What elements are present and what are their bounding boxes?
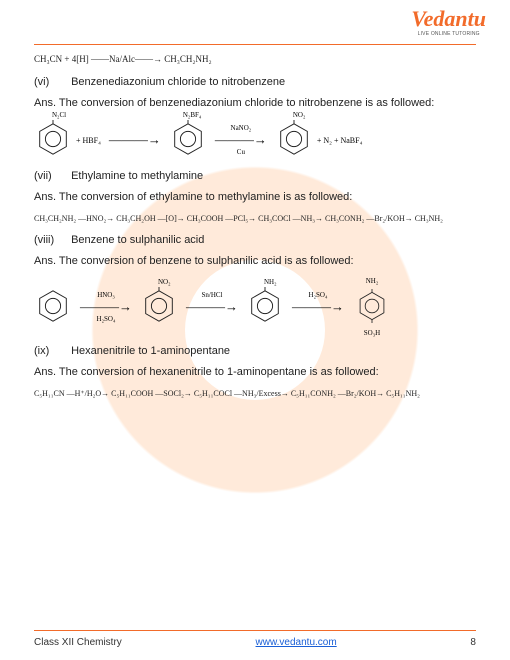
q9-answer: Ans. The conversion of hexanenitrile to … — [34, 363, 476, 382]
nitrobenzene: NO₂ — [140, 287, 178, 327]
q8-scheme: HNO₃ ———→ H₂SO₄ NO₂ Sn/HCl ———→ NH₂ H₂SO… — [34, 279, 476, 335]
q8-num: (viii) — [34, 234, 68, 246]
sulphanilic: NH₂ SO₃H — [352, 279, 392, 335]
q8-answer: Ans. The conversion of benzene to sulpha… — [34, 252, 476, 271]
benzene-ring-3: NO₂ — [275, 120, 313, 160]
q8-title: Benzene to sulphanilic acid — [71, 234, 204, 246]
plus-hbf4: + HBF₄ — [76, 136, 101, 145]
q9-equation: C₅H₁₁CN —H⁺/H₂O→ C₅H₁₁COOH —SOCl₂→ C₅H₁₁… — [34, 388, 476, 399]
q7-title: Ethylamine to methylamine — [71, 170, 203, 182]
q6-tail: + N₂ + NaBF₄ — [317, 136, 363, 145]
q8-label: (viii) Benzene to sulphanilic acid — [34, 234, 476, 246]
benzene-ring-2: N₂BF₄ — [169, 120, 207, 160]
footer-link[interactable]: www.vedantu.com — [256, 637, 337, 648]
grp-n2cl: N₂Cl — [52, 111, 66, 119]
g1: NO₂ — [158, 278, 171, 286]
q6-label: (vi) Benzenediazonium chloride to nitrob… — [34, 76, 476, 88]
page-content: CH₃CN + 4[H] ——Na/Alc——→ CH₃CH₂NH₂ (vi) … — [0, 0, 510, 622]
footer-left: Class XII Chemistry — [34, 637, 122, 648]
top-divider — [34, 44, 476, 45]
footer-page: 8 — [470, 637, 476, 648]
r1-top: HNO₃ — [76, 291, 136, 299]
q6-title: Benzenediazonium chloride to nitrobenzen… — [71, 76, 285, 88]
arrow-snhcl: Sn/HCl ———→ — [182, 299, 242, 315]
benzene-plain — [34, 287, 72, 327]
reagent-nano2: NaNO₂ — [211, 124, 271, 132]
grp-no2: NO₂ — [293, 111, 306, 119]
arrow-2: NaNO₂ ———→ Cu — [211, 132, 271, 148]
benzene-ring-1: N₂Cl — [34, 120, 72, 160]
reagent-cu: Cu — [211, 148, 271, 156]
q9-num: (ix) — [34, 345, 68, 357]
logo-tagline: LIVE ONLINE TUTORING — [411, 31, 486, 37]
q6-num: (vi) — [34, 76, 68, 88]
logo-text: Vedantu — [411, 8, 486, 30]
logo: Vedantu LIVE ONLINE TUTORING — [411, 8, 486, 37]
aniline: NH₂ — [246, 287, 284, 327]
arrow-h2so4: H₂SO₄ ———→ — [288, 299, 348, 315]
r1-bot: H₂SO₄ — [76, 315, 136, 323]
equation-top: CH₃CN + 4[H] ——Na/Alc——→ CH₃CH₂NH₂ — [34, 53, 476, 66]
arrow-1: ———→ — [105, 132, 165, 148]
footer: Class XII Chemistry www.vedantu.com 8 — [0, 624, 510, 660]
q6-answer: Ans. The conversion of benzenediazonium … — [34, 94, 476, 113]
q7-label: (vii) Ethylamine to methylamine — [34, 170, 476, 182]
g3-top: NH₂ — [352, 277, 392, 285]
q9-title: Hexanenitrile to 1-aminopentane — [71, 345, 230, 357]
q6-scheme: N₂Cl + HBF₄ ———→ N₂BF₄ NaNO₂ ———→ Cu NO₂… — [34, 120, 476, 160]
g2: NH₂ — [264, 278, 277, 286]
arrow-hno3: HNO₃ ———→ H₂SO₄ — [76, 299, 136, 315]
q7-num: (vii) — [34, 170, 68, 182]
r3: H₂SO₄ — [288, 291, 348, 299]
footer-row: Class XII Chemistry www.vedantu.com 8 — [34, 637, 476, 648]
q7-answer: Ans. The conversion of ethylamine to met… — [34, 188, 476, 207]
grp-n2bf4: N₂BF₄ — [183, 111, 202, 119]
q9-label: (ix) Hexanenitrile to 1-aminopentane — [34, 345, 476, 357]
g3-bot: SO₃H — [352, 329, 392, 337]
footer-divider — [34, 630, 476, 631]
r2: Sn/HCl — [182, 291, 242, 299]
q7-equation: CH₃CH₂NH₂ —HNO₂→ CH₃CH₂OH —[O]→ CH₃COOH … — [34, 213, 476, 224]
